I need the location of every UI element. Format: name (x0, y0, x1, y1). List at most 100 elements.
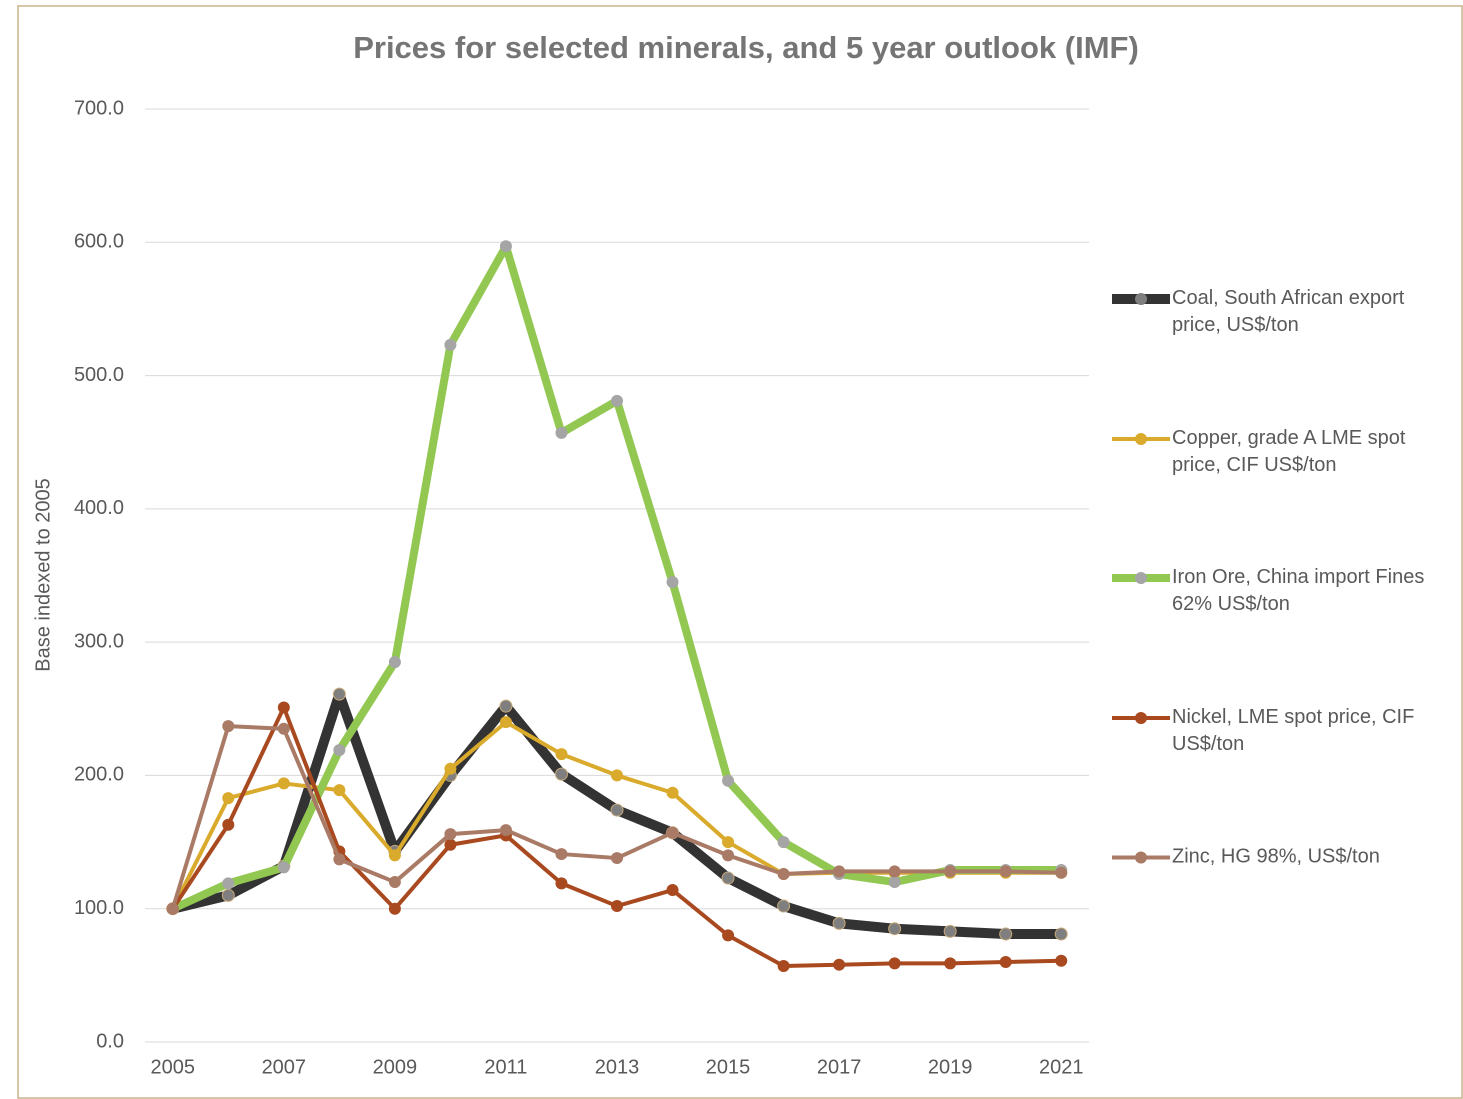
y-tick-label: 700.0 (74, 97, 124, 119)
legend-marker (1135, 712, 1147, 724)
data-point (611, 394, 623, 407)
legend-marker (1135, 851, 1147, 864)
data-point (277, 722, 290, 735)
y-tick-label: 300.0 (74, 630, 124, 652)
data-point (833, 865, 846, 878)
data-point (943, 924, 957, 938)
legend-swatch (1112, 433, 1170, 445)
data-point (333, 744, 346, 757)
legend-item: Iron Ore, China import Fines 62% US$/ton (1112, 564, 1457, 618)
legend-marker (1135, 572, 1147, 584)
y-tick-label: 600.0 (74, 231, 124, 253)
data-point (888, 957, 901, 970)
data-point (777, 899, 791, 913)
legend-item: Copper, grade A LME spot price, CIF US$/… (1112, 425, 1457, 479)
legend-swatch (1112, 712, 1170, 724)
data-point (277, 777, 290, 790)
data-point (444, 338, 457, 351)
data-point (777, 868, 790, 881)
data-point (722, 836, 735, 849)
data-point (1054, 927, 1068, 941)
legend-item: Nickel, LME spot price, CIF US$/ton (1112, 704, 1457, 758)
data-point (999, 956, 1012, 969)
data-point (277, 861, 290, 874)
data-point (388, 902, 401, 915)
data-point (777, 836, 790, 849)
data-point (666, 826, 679, 839)
x-tick-label: 2005 (151, 1056, 196, 1078)
legend-label: Copper, grade A LME spot price, CIF US$/… (1172, 427, 1406, 476)
y-tick-label: 0.0 (96, 1030, 124, 1052)
legend-label: Coal, South African export price, US$/to… (1172, 287, 1405, 336)
data-point (388, 876, 401, 889)
data-point (610, 803, 624, 817)
data-point (554, 767, 568, 781)
x-tick-label: 2015 (706, 1056, 751, 1078)
data-point (499, 824, 512, 837)
x-tick-label: 2019 (928, 1056, 973, 1078)
data-point (221, 888, 235, 902)
data-point (722, 849, 735, 862)
data-point (888, 876, 901, 889)
legend-swatch (1112, 293, 1170, 305)
data-point (388, 656, 401, 669)
data-point (611, 769, 623, 782)
x-tick-label: 2007 (262, 1056, 307, 1078)
legend-swatch (1112, 572, 1170, 584)
data-point (444, 828, 457, 841)
data-point (1055, 954, 1068, 967)
data-point (222, 720, 235, 733)
data-point (166, 902, 179, 915)
y-tick-label: 100.0 (74, 897, 124, 919)
x-tick-label: 2021 (1039, 1056, 1084, 1078)
data-point (332, 687, 346, 701)
data-point (555, 848, 568, 861)
chart-border (17, 5, 1463, 1099)
data-point (833, 958, 846, 971)
data-point (555, 877, 568, 890)
data-point (499, 699, 513, 713)
data-point (222, 818, 235, 831)
data-point (555, 426, 568, 439)
data-point (333, 784, 346, 797)
data-point (1055, 866, 1068, 879)
legend-label: Zinc, HG 98%, US$/ton (1172, 845, 1380, 868)
data-point (666, 786, 679, 799)
legend-swatch (1112, 851, 1170, 864)
data-point (277, 701, 290, 714)
y-axis-title: Base indexed to 2005 (32, 478, 54, 672)
data-point (721, 871, 735, 885)
x-tick-label: 2017 (817, 1056, 862, 1078)
data-point (999, 927, 1013, 941)
data-point (944, 957, 957, 970)
data-point (388, 849, 401, 862)
data-point (333, 853, 346, 866)
x-tick-label: 2013 (595, 1056, 640, 1078)
data-point (832, 916, 846, 930)
x-tick-label: 2009 (373, 1056, 418, 1078)
data-point (555, 748, 568, 761)
data-point (222, 792, 235, 805)
y-tick-label: 500.0 (74, 364, 124, 386)
data-point (888, 865, 901, 878)
data-point (499, 716, 512, 729)
data-point (944, 865, 957, 878)
data-point (611, 852, 623, 865)
data-point (444, 838, 457, 851)
data-point (722, 929, 735, 942)
data-point (499, 240, 512, 253)
legend-label: Iron Ore, China import Fines 62% US$/ton (1172, 566, 1425, 615)
legend-marker (1135, 293, 1147, 305)
y-tick-label: 400.0 (74, 497, 124, 519)
x-tick-label: 2011 (484, 1056, 527, 1078)
data-point (666, 576, 679, 589)
legend-marker (1135, 433, 1147, 445)
data-point (777, 960, 790, 973)
legend-item: Coal, South African export price, US$/to… (1112, 285, 1457, 339)
y-tick-label: 200.0 (74, 764, 124, 786)
data-point (999, 865, 1012, 878)
legend-label: Nickel, LME spot price, CIF US$/ton (1172, 706, 1415, 755)
data-point (888, 922, 902, 936)
